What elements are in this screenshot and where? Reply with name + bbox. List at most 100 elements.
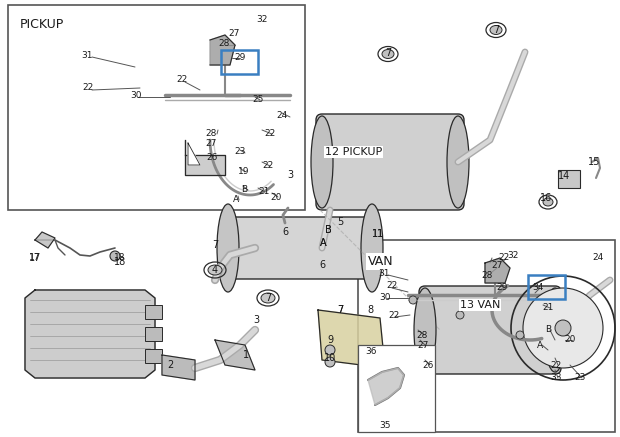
Text: 4: 4 (212, 265, 218, 275)
Text: 7: 7 (337, 305, 343, 315)
Text: B: B (325, 225, 331, 235)
Text: 12 PICKUP: 12 PICKUP (325, 147, 383, 157)
Circle shape (325, 345, 335, 355)
Ellipse shape (217, 204, 239, 292)
Text: 26: 26 (206, 153, 218, 162)
Text: 26: 26 (422, 361, 433, 370)
Text: 22: 22 (551, 361, 562, 370)
Bar (528, 275, 565, 299)
FancyBboxPatch shape (419, 286, 561, 374)
Text: A: A (320, 238, 326, 248)
Text: 19: 19 (238, 167, 250, 177)
Circle shape (523, 288, 603, 368)
Text: 3: 3 (287, 170, 293, 180)
Text: 2: 2 (167, 360, 173, 370)
Bar (358, 345, 435, 432)
Text: 14: 14 (558, 171, 570, 181)
Text: 21: 21 (542, 302, 554, 312)
Text: 22: 22 (82, 83, 94, 93)
Polygon shape (25, 290, 155, 378)
Text: 24: 24 (592, 253, 604, 263)
FancyBboxPatch shape (224, 217, 376, 279)
Text: 33: 33 (551, 374, 562, 382)
Text: 27: 27 (417, 341, 428, 350)
Bar (145, 305, 162, 319)
Polygon shape (35, 232, 55, 248)
Text: 22: 22 (388, 312, 400, 320)
Ellipse shape (543, 198, 553, 206)
Text: B: B (545, 326, 551, 334)
Ellipse shape (208, 265, 222, 275)
Text: 8: 8 (367, 305, 373, 315)
Text: 32: 32 (256, 15, 268, 24)
Text: 27: 27 (228, 30, 240, 38)
Text: 15: 15 (588, 157, 600, 167)
Bar (8, 5, 305, 210)
Polygon shape (188, 143, 200, 165)
Text: 18: 18 (114, 257, 126, 267)
Text: 9: 9 (327, 335, 333, 345)
Text: 20: 20 (564, 336, 576, 344)
Text: 1: 1 (243, 350, 249, 360)
Ellipse shape (544, 288, 566, 372)
Bar (558, 170, 580, 188)
Bar (221, 50, 258, 74)
Text: A: A (233, 194, 239, 204)
Text: 29: 29 (497, 284, 508, 292)
Text: 30: 30 (379, 294, 391, 302)
FancyBboxPatch shape (316, 114, 464, 210)
Text: 7: 7 (212, 240, 218, 250)
Ellipse shape (261, 293, 275, 303)
Text: 28: 28 (205, 129, 216, 139)
Polygon shape (185, 140, 225, 175)
Text: 7: 7 (265, 293, 271, 303)
Text: B: B (241, 184, 247, 194)
Text: 27: 27 (491, 260, 503, 270)
Text: 3: 3 (253, 315, 259, 325)
Text: 5: 5 (337, 217, 343, 227)
Text: 34: 34 (533, 284, 544, 292)
Text: 22: 22 (498, 253, 510, 263)
Text: A: A (320, 238, 326, 248)
Text: 29: 29 (234, 52, 246, 62)
Text: 27: 27 (205, 139, 216, 149)
Text: 6: 6 (282, 227, 288, 237)
Polygon shape (162, 355, 195, 380)
Text: 17: 17 (29, 253, 41, 263)
Ellipse shape (361, 204, 383, 292)
Circle shape (516, 331, 524, 339)
Ellipse shape (311, 116, 333, 208)
Polygon shape (215, 340, 255, 370)
Text: 23: 23 (574, 374, 586, 382)
Text: 22: 22 (386, 281, 397, 291)
Text: 28: 28 (416, 330, 428, 340)
Text: PICKUP: PICKUP (20, 18, 64, 31)
Text: 28: 28 (481, 271, 493, 280)
Circle shape (110, 251, 120, 261)
Text: 36: 36 (365, 347, 377, 357)
Circle shape (555, 320, 571, 336)
Text: 7: 7 (385, 48, 391, 58)
Circle shape (409, 296, 417, 304)
Ellipse shape (490, 25, 502, 35)
Text: 17: 17 (29, 253, 41, 263)
Text: 30: 30 (130, 91, 142, 101)
Text: 31: 31 (81, 52, 93, 60)
Text: 32: 32 (507, 252, 519, 260)
Ellipse shape (414, 288, 436, 372)
Text: 13 VAN: 13 VAN (460, 300, 500, 310)
Text: 20: 20 (270, 193, 281, 201)
Text: 6: 6 (319, 260, 325, 270)
Bar (145, 327, 162, 341)
Text: B: B (325, 225, 331, 235)
Text: A: A (537, 340, 543, 350)
Text: 31: 31 (378, 270, 390, 278)
Polygon shape (485, 258, 510, 283)
Text: VAN: VAN (368, 255, 394, 268)
Ellipse shape (447, 116, 469, 208)
Text: 7: 7 (337, 305, 343, 315)
Text: 25: 25 (252, 96, 264, 104)
Bar (145, 349, 162, 363)
Text: 10: 10 (324, 353, 336, 363)
Text: 35: 35 (379, 420, 391, 430)
